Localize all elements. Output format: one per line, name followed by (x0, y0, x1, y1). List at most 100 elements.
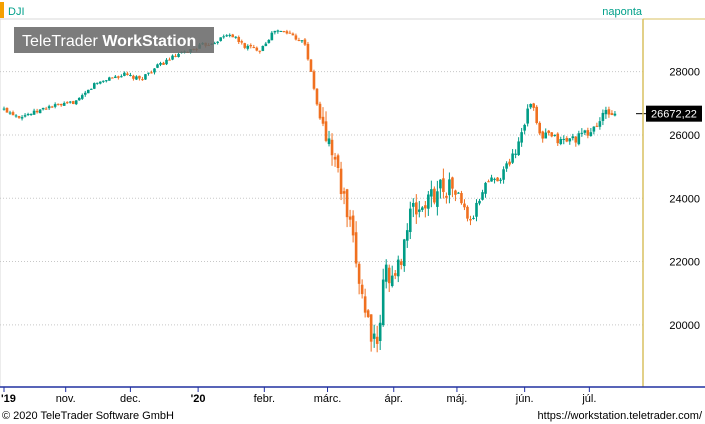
candle-body (405, 230, 409, 241)
candle-body (282, 31, 286, 33)
candle-body (487, 181, 490, 183)
candle-body (535, 106, 538, 124)
x-tick-label: dec. (120, 393, 141, 405)
candle-body (511, 153, 514, 163)
candle-body (451, 177, 454, 189)
last-price-box (646, 105, 702, 122)
candle-body (433, 188, 436, 203)
x-tick-label: máj. (447, 393, 468, 405)
candle-body (562, 138, 566, 140)
candle-body (123, 72, 126, 76)
candle-body (457, 192, 460, 194)
candle-body (333, 156, 337, 160)
candle-body (505, 163, 508, 169)
candle-body (92, 83, 96, 89)
y-tick-label: 28000 (669, 67, 700, 79)
candle-body (381, 279, 385, 326)
candle-body (598, 121, 602, 127)
candle-body (411, 202, 415, 207)
candle-body (478, 200, 481, 204)
candle-body (484, 182, 487, 194)
candle-body (86, 89, 90, 94)
y-tick-label: 24000 (669, 193, 700, 205)
candle-body (71, 101, 75, 105)
candle-body (541, 131, 545, 139)
candle-body (430, 189, 433, 197)
candle-body (231, 34, 235, 38)
candle-body (532, 103, 535, 108)
source-url[interactable]: https://workstation.teletrader.com/ (538, 410, 703, 422)
candle-body (418, 209, 421, 212)
candle-body (448, 179, 451, 196)
candle-body (574, 136, 578, 143)
candle-body (249, 45, 253, 47)
candle-body (95, 82, 99, 84)
candle-body (44, 108, 48, 110)
candle-body (276, 30, 280, 32)
candle-body (129, 75, 132, 77)
candle-body (556, 133, 560, 144)
symbol-marker (0, 2, 4, 18)
candle-body (514, 153, 517, 155)
candle-body (29, 113, 33, 115)
candle-body (439, 179, 442, 189)
candle-body (8, 112, 12, 114)
candle-body (372, 333, 376, 339)
candle-body (336, 155, 340, 168)
candle-body (321, 116, 325, 124)
candle-body (243, 43, 247, 48)
candle-body (132, 75, 135, 79)
last-price-label: 26672,22 (651, 109, 697, 121)
symbol-label[interactable]: DJI (8, 6, 25, 18)
candle-body (399, 261, 403, 265)
candle-body (144, 74, 147, 80)
candle-body (273, 30, 277, 33)
candle-body (102, 80, 105, 82)
candle-body (62, 102, 66, 106)
candle-body (610, 113, 614, 116)
candle-body (469, 218, 472, 221)
candle-body (393, 273, 397, 276)
candle-body (387, 267, 391, 284)
candle-body (390, 275, 394, 287)
candle-body (120, 76, 123, 78)
candle-body (168, 59, 171, 61)
candle-body (402, 239, 406, 267)
watermark-brand: TeleTrader (22, 33, 99, 50)
candle-body (219, 37, 222, 41)
candle-body (378, 322, 382, 342)
candle-body (105, 80, 108, 82)
candle-body (442, 178, 445, 192)
candle-body (315, 88, 319, 105)
candle-body (580, 132, 584, 134)
candle-body (466, 206, 469, 219)
candle-body (595, 125, 599, 127)
candle-body (150, 72, 153, 74)
x-axis-labels: '19 nov. dec. '20 febr. márc. ápr. máj. jún. júl. (1, 387, 596, 405)
candle-body (50, 106, 54, 108)
candle-body (83, 92, 87, 95)
candle-body (523, 124, 526, 131)
candle-body (17, 116, 21, 118)
candle-body (330, 139, 334, 156)
candle-body (234, 36, 238, 38)
candle-body (318, 103, 322, 119)
candle-body (345, 189, 349, 218)
candle-body (339, 168, 343, 195)
candle-body (496, 177, 499, 182)
candle-body (159, 62, 162, 65)
candle-body (550, 132, 554, 137)
period-label[interactable]: naponta (602, 6, 643, 18)
candle-body (375, 336, 379, 344)
candle-body (41, 107, 45, 110)
candle-body (59, 103, 63, 106)
candle-body (445, 195, 448, 198)
candle-body (508, 161, 511, 165)
candle-body (2, 108, 6, 110)
candle-body (14, 115, 18, 117)
candle-body (153, 68, 156, 73)
candle-body (267, 40, 271, 43)
x-tick-label: febr. (254, 393, 275, 405)
